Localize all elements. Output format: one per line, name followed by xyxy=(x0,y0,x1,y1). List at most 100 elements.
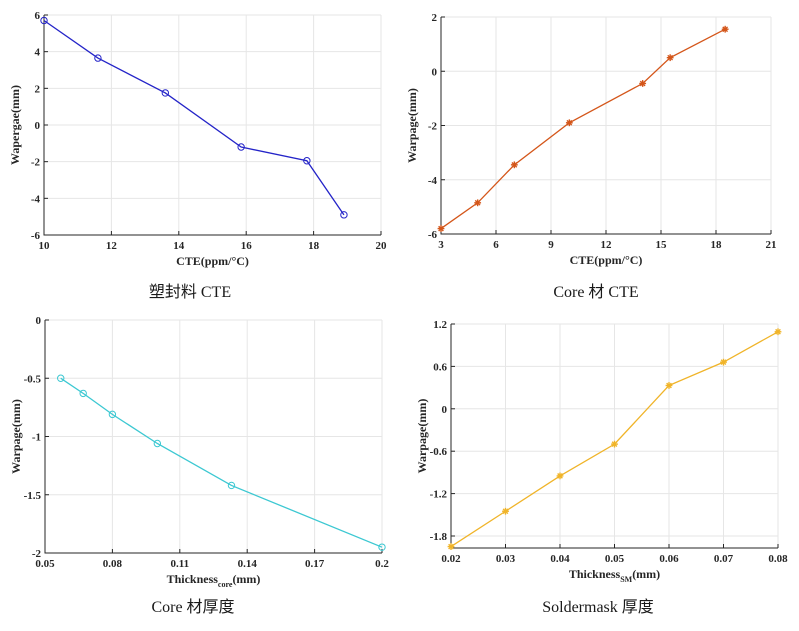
data-point xyxy=(474,199,482,207)
asterisk-stroke xyxy=(566,119,573,126)
x-tick-label: 16 xyxy=(241,240,253,252)
asterisk-stroke xyxy=(775,328,781,335)
x-axis-label: CTE(ppm/°C) xyxy=(176,254,249,268)
x-axis-label: Thicknesscore(mm) xyxy=(167,572,261,589)
asterisk-stroke xyxy=(557,473,563,479)
data-point xyxy=(237,143,245,151)
y-tick-label: 1.2 xyxy=(433,319,447,331)
x-axis-label-subscript: core xyxy=(218,580,233,589)
data-point xyxy=(502,507,509,515)
asterisk-stroke xyxy=(639,80,646,87)
x-tick-label: 0.07 xyxy=(714,553,734,565)
series-line xyxy=(440,28,726,230)
x-axis-label: CTE(ppm/°C) xyxy=(570,253,643,267)
x-tick-label: 0.08 xyxy=(103,558,123,570)
data-point xyxy=(79,389,87,398)
y-tick-label: -2 xyxy=(31,157,41,169)
data-point xyxy=(665,382,673,389)
x-axis-label-main: CTE(ppm/°C) xyxy=(176,254,249,268)
x-tick-label: 0.05 xyxy=(605,553,625,565)
y-tick-label: 0 xyxy=(432,66,438,78)
data-point xyxy=(153,439,162,448)
data-point xyxy=(378,543,386,551)
data-point xyxy=(437,225,445,232)
x-axis-label-main: Thickness xyxy=(569,567,621,581)
chart-core-cte: 3 6 9 12 15 18 21 -6 -4 -2 0 2 CTE(ppm/°C) Warpage(mm… xyxy=(405,12,777,267)
chart-mold-compound-cte: 10 12 14 16 18 20 -6 -4 -2 0 2 4 6 CTE(ppm/°C) Waperga… xyxy=(8,10,387,268)
x-tick-label: 20 xyxy=(376,240,388,252)
x-tick-label: 6 xyxy=(493,239,499,251)
data-point xyxy=(57,374,65,382)
x-tick-label: 0.2 xyxy=(375,558,389,570)
x-axis-label: ThicknessSM(mm) xyxy=(569,567,660,584)
asterisk-stroke xyxy=(474,199,481,206)
x-tick-label: 12 xyxy=(601,239,613,251)
asterisk-stroke xyxy=(667,54,674,61)
chart-soldermask-thickness: 0.02 0.03 0.04 0.05 0.06 0.07 0.08 -1.8 -1.2 -0.6… xyxy=(415,319,788,584)
x-tick-label: 0.06 xyxy=(659,553,679,565)
asterisk-stroke xyxy=(722,26,729,33)
caption-core-cte: Core 材 CTE xyxy=(553,283,638,301)
y-tick-label: -2 xyxy=(428,121,438,133)
x-tick-label: 18 xyxy=(711,239,723,251)
caption-core-thickness: Core 材厚度 xyxy=(151,598,234,616)
data-point xyxy=(720,358,727,366)
y-axis-label: Wapergae(mm) xyxy=(8,85,22,165)
data-point xyxy=(639,80,647,87)
series-line xyxy=(60,377,383,548)
x-tick-label: 0.02 xyxy=(441,553,461,565)
y-tick-label: -4 xyxy=(31,193,41,205)
x-tick-label: 9 xyxy=(548,239,554,251)
y-axis-label: Warpage(mm) xyxy=(415,399,429,474)
x-axis-label-main: Thickness xyxy=(167,572,219,586)
y-tick-label: 4 xyxy=(35,47,41,59)
x-tick-label: 10 xyxy=(39,240,51,252)
data-point xyxy=(774,328,782,336)
caption-mold-compound-cte: 塑封料 CTE xyxy=(149,283,231,301)
data-point xyxy=(447,543,455,550)
data-point xyxy=(721,25,729,33)
x-tick-label: 0.04 xyxy=(550,553,570,565)
x-tick-label: 14 xyxy=(173,240,185,252)
chart-core-thickness: 0.05 0.08 0.11 0.14 0.17 0.2 -2 -1.5 -1 -0.5 0 Thic… xyxy=(9,315,389,589)
x-axis-label-main: CTE(ppm/°C) xyxy=(570,253,643,267)
x-tick-label: 0.05 xyxy=(35,558,55,570)
x-tick-label: 0.08 xyxy=(768,553,788,565)
data-point xyxy=(340,211,348,219)
y-tick-label: 0 xyxy=(36,315,42,327)
y-tick-label: -6 xyxy=(428,229,438,241)
x-tick-label: 21 xyxy=(766,239,777,251)
y-tick-label: -1.8 xyxy=(430,531,448,543)
x-tick-label: 18 xyxy=(308,240,320,252)
y-tick-label: -1 xyxy=(32,432,41,444)
x-tick-label: 15 xyxy=(656,239,668,251)
asterisk-stroke xyxy=(438,225,444,232)
data-point xyxy=(108,410,117,419)
data-point xyxy=(40,16,48,25)
y-tick-label: -0.6 xyxy=(430,446,448,458)
series-line xyxy=(43,19,345,216)
x-axis-label-unit: (mm) xyxy=(232,572,260,586)
asterisk-stroke xyxy=(611,441,618,448)
data-point xyxy=(161,89,170,97)
x-tick-label: 0.17 xyxy=(305,558,325,570)
asterisk-stroke xyxy=(511,161,518,168)
y-tick-label: -6 xyxy=(31,230,41,242)
y-tick-label: -1.2 xyxy=(430,489,448,501)
y-tick-label: 0 xyxy=(442,404,448,416)
x-axis-label-subscript: SM xyxy=(620,575,632,584)
y-tick-label: 0.6 xyxy=(433,361,447,373)
y-tick-label: 2 xyxy=(35,83,41,95)
y-tick-label: -0.5 xyxy=(24,373,42,385)
x-tick-label: 12 xyxy=(106,240,118,252)
y-tick-label: 0 xyxy=(35,120,41,132)
data-point xyxy=(510,161,518,169)
asterisk-stroke xyxy=(502,508,509,515)
y-tick-label: 2 xyxy=(432,12,438,24)
x-axis-label-unit: (mm) xyxy=(632,567,660,581)
x-tick-label: 0.14 xyxy=(238,558,258,570)
x-tick-label: 3 xyxy=(438,239,444,251)
y-tick-label: 6 xyxy=(35,10,41,22)
x-tick-label: 0.03 xyxy=(496,553,516,565)
